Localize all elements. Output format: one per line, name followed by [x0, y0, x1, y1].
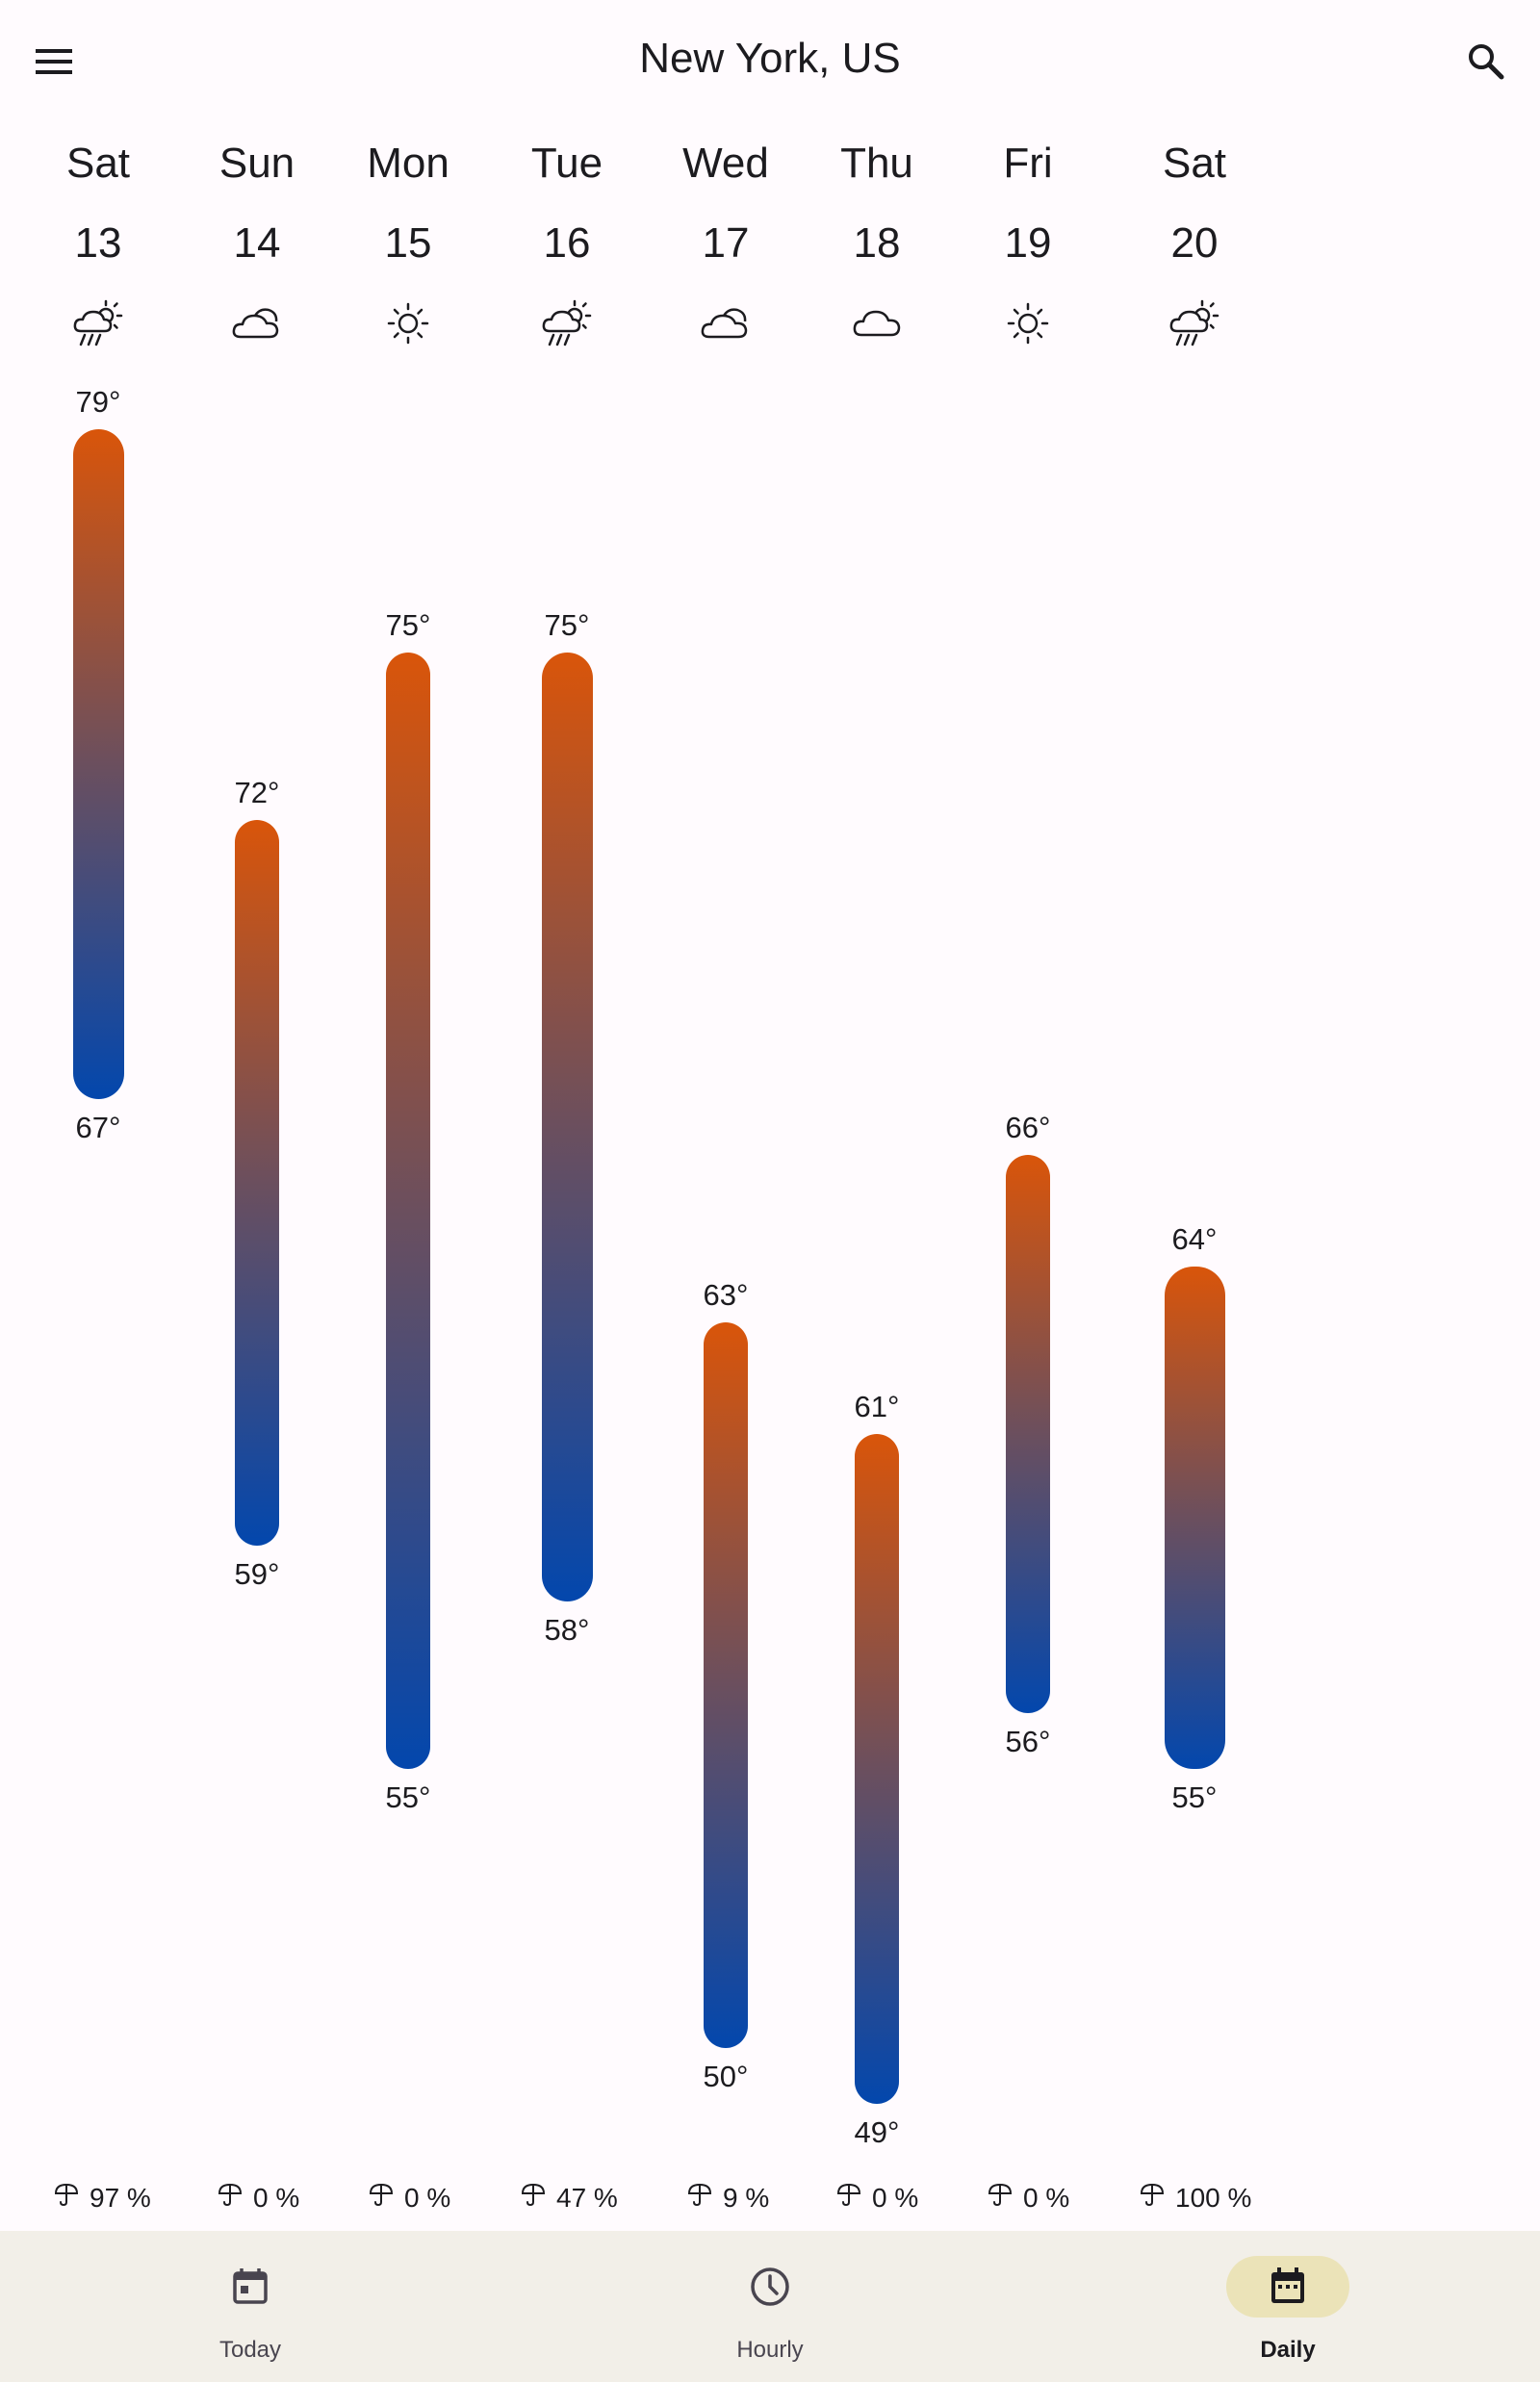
day-date: 20: [1170, 219, 1219, 267]
low-temp-label: 55°: [385, 1780, 431, 1814]
umbrella-icon: [1139, 2181, 1166, 2215]
calendar-today-icon: [233, 2268, 268, 2304]
high-temp-label: 64°: [1171, 1222, 1218, 1256]
day-name: Sat: [1162, 140, 1227, 187]
sun-icon: [379, 295, 437, 352]
umbrella-icon: [987, 2181, 1014, 2215]
sun-rain-icon: [69, 295, 127, 352]
high-temp-label: 66°: [1005, 1111, 1051, 1144]
high-temp-label: 79°: [75, 385, 121, 419]
high-temp-label: 61°: [854, 1390, 900, 1423]
nav-today-label: Today: [218, 2337, 282, 2363]
search-icon: [1469, 44, 1504, 80]
day-name: Fri: [1003, 140, 1053, 187]
day-date: 18: [853, 219, 901, 267]
precipitation-chance: 9 %: [686, 2181, 769, 2215]
app-bar: New York, US: [0, 0, 1540, 125]
umbrella-icon: [520, 2181, 547, 2215]
low-temp-label: 56°: [1005, 1725, 1051, 1758]
search-button[interactable]: [1457, 33, 1515, 90]
temperature-range-bar: [1006, 1155, 1050, 1713]
temperature-range-bar: [541, 653, 593, 1601]
umbrella-icon: [53, 2181, 80, 2215]
sun-icon: [999, 295, 1057, 352]
low-temp-label: 49°: [854, 2115, 900, 2149]
menu-icon: [36, 49, 72, 74]
calendar-daily-icon: [1271, 2267, 1304, 2303]
high-temp-label: 63°: [703, 1278, 749, 1312]
day-name: Mon: [367, 140, 449, 187]
umbrella-icon: [686, 2181, 713, 2215]
low-temp-label: 55°: [1171, 1780, 1218, 1814]
day-date: 17: [702, 219, 750, 267]
day-name: Tue: [530, 140, 603, 187]
sun-rain-icon: [538, 295, 596, 352]
page-title: New York, US: [639, 35, 901, 82]
day-name: Wed: [682, 140, 769, 187]
day-date: 14: [233, 219, 281, 267]
precipitation-chance: 47 %: [520, 2181, 618, 2215]
nav-hourly-label: Hourly: [736, 2337, 804, 2363]
precipitation-chance: 0 %: [987, 2181, 1069, 2215]
nav-daily[interactable]: Daily: [1143, 2231, 1432, 2382]
precipitation-value: 0 %: [404, 2182, 451, 2213]
precipitation-value: 100 %: [1175, 2182, 1252, 2213]
clock-icon: [751, 2267, 789, 2306]
high-temp-label: 75°: [385, 608, 431, 642]
low-temp-label: 50°: [703, 2060, 749, 2093]
precipitation-chance: 100 %: [1139, 2181, 1251, 2215]
temperature-range-bar: [704, 1322, 748, 2048]
precipitation-chance: 0 %: [835, 2181, 918, 2215]
low-temp-label: 58°: [544, 1613, 590, 1647]
day-date: 19: [1004, 219, 1052, 267]
day-date: 15: [384, 219, 432, 267]
umbrella-icon: [217, 2181, 244, 2215]
sun-rain-icon: [1166, 295, 1223, 352]
partly-cloudy-icon: [697, 295, 755, 352]
partly-cloudy-icon: [228, 295, 286, 352]
low-temp-label: 67°: [75, 1111, 121, 1144]
nav-hourly[interactable]: Hourly: [626, 2231, 914, 2382]
temperature-range-bar: [235, 820, 279, 1546]
umbrella-icon: [835, 2181, 862, 2215]
low-temp-label: 59°: [234, 1557, 280, 1591]
day-name: Thu: [840, 140, 913, 187]
high-temp-label: 75°: [544, 608, 590, 642]
day-date: 16: [543, 219, 591, 267]
menu-button[interactable]: [25, 33, 83, 90]
temperature-range-bar: [72, 429, 124, 1099]
temperature-range-bar: [1164, 1267, 1225, 1769]
day-date: 13: [74, 219, 122, 267]
precipitation-chance: 0 %: [217, 2181, 299, 2215]
nav-daily-label: Daily: [1260, 2337, 1316, 2363]
temperature-range-bar: [855, 1434, 899, 2104]
cloud-icon: [848, 295, 906, 352]
precipitation-chance: 0 %: [368, 2181, 450, 2215]
high-temp-label: 72°: [234, 776, 280, 809]
precipitation-value: 9 %: [723, 2182, 770, 2213]
precipitation-value: 0 %: [872, 2182, 919, 2213]
day-name: Sun: [218, 140, 295, 187]
precipitation-value: 0 %: [253, 2182, 300, 2213]
nav-today[interactable]: Today: [106, 2231, 395, 2382]
precipitation-value: 97 %: [90, 2182, 151, 2213]
precipitation-value: 47 %: [556, 2182, 618, 2213]
day-name: Sat: [65, 140, 131, 187]
precipitation-chance: 97 %: [53, 2181, 151, 2215]
precipitation-value: 0 %: [1023, 2182, 1070, 2213]
umbrella-icon: [368, 2181, 395, 2215]
bottom-navigation: Today Hourly Daily: [0, 2231, 1540, 2382]
temperature-range-bar: [386, 653, 430, 1769]
